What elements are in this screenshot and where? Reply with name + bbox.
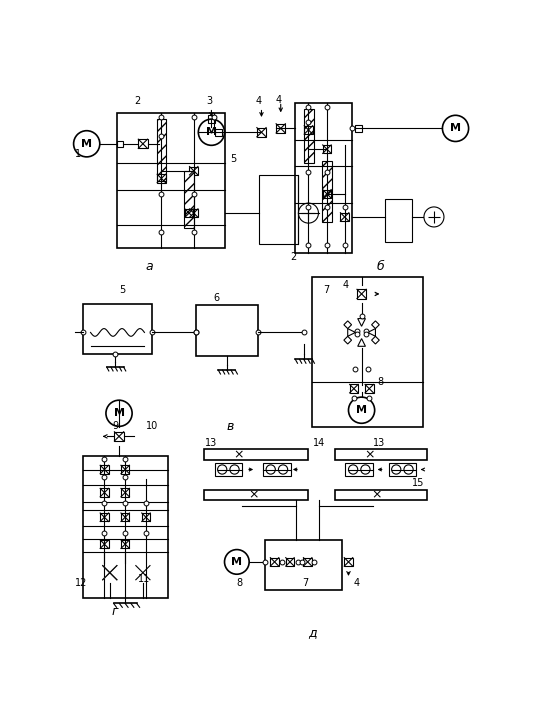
Bar [117, 113, 225, 248]
Bar [335, 490, 427, 500]
Text: 7: 7 [302, 578, 308, 588]
Bar [121, 488, 129, 497]
Bar [340, 213, 349, 221]
Bar [388, 463, 416, 475]
Bar [114, 432, 124, 441]
Text: д: д [308, 626, 316, 640]
Bar [312, 277, 423, 427]
Text: ×: × [233, 448, 243, 461]
Text: 4: 4 [255, 97, 261, 106]
Text: 5: 5 [119, 285, 126, 295]
Bar [121, 513, 129, 521]
Bar [322, 189, 331, 198]
Polygon shape [372, 321, 379, 328]
Text: б: б [377, 260, 385, 273]
Text: 1: 1 [75, 149, 81, 158]
Text: 5: 5 [230, 154, 237, 164]
Bar [196, 305, 258, 356]
Bar [365, 384, 373, 393]
Text: 4: 4 [342, 280, 348, 290]
Text: 3: 3 [206, 97, 212, 106]
Polygon shape [348, 328, 355, 336]
Bar [121, 540, 129, 549]
Bar [344, 558, 353, 566]
Bar [263, 463, 291, 475]
Bar [100, 465, 109, 474]
Bar [355, 125, 362, 132]
Bar [335, 450, 427, 460]
Text: ×: × [372, 488, 382, 501]
Text: M: M [232, 557, 242, 567]
Text: ×: × [364, 448, 374, 461]
Bar [385, 199, 412, 242]
Bar [208, 115, 215, 123]
Text: 10: 10 [146, 422, 158, 432]
Bar [286, 558, 294, 566]
Bar [83, 304, 152, 354]
Text: 4: 4 [275, 95, 281, 105]
Bar [100, 513, 109, 521]
Text: ×: × [248, 488, 259, 501]
Polygon shape [358, 338, 365, 346]
Bar [121, 465, 129, 474]
Bar [265, 541, 342, 590]
Bar [257, 128, 266, 137]
Polygon shape [344, 336, 352, 344]
Bar [189, 209, 198, 217]
Text: M: M [356, 405, 367, 415]
Bar [304, 125, 313, 134]
Bar [157, 174, 166, 183]
Bar [117, 141, 123, 147]
Text: 15: 15 [412, 478, 424, 488]
Text: г: г [111, 605, 118, 619]
Bar [83, 455, 168, 598]
Bar [349, 384, 358, 393]
Text: а: а [146, 260, 154, 273]
Bar [138, 139, 148, 148]
Text: 2: 2 [134, 97, 141, 106]
Text: M: M [81, 139, 92, 149]
Bar [322, 161, 332, 222]
Bar [259, 175, 298, 244]
Bar [304, 109, 314, 163]
Text: M: M [450, 123, 461, 133]
Text: 12: 12 [75, 578, 88, 588]
Polygon shape [368, 328, 375, 336]
Text: 13: 13 [205, 438, 217, 448]
Bar [295, 103, 352, 253]
Bar [189, 166, 198, 175]
Bar [357, 290, 366, 298]
Bar [204, 490, 308, 500]
Text: 6: 6 [214, 293, 220, 303]
Bar [100, 540, 109, 549]
Text: M: M [206, 127, 217, 137]
Text: 7: 7 [323, 285, 329, 295]
Text: 9: 9 [113, 422, 119, 432]
Bar [215, 463, 242, 475]
Bar [276, 124, 285, 133]
Bar [345, 463, 373, 475]
Text: 4: 4 [353, 578, 359, 588]
Bar [185, 209, 193, 217]
Text: 11: 11 [138, 574, 150, 584]
Text: в: в [227, 420, 234, 433]
Text: 14: 14 [313, 438, 325, 448]
Text: 13: 13 [373, 438, 385, 448]
Bar [304, 558, 312, 566]
Polygon shape [344, 321, 352, 328]
Bar [322, 145, 331, 153]
Polygon shape [372, 336, 379, 344]
Text: 8: 8 [377, 377, 383, 387]
Bar [184, 171, 194, 229]
Bar [204, 450, 308, 460]
Text: 2: 2 [291, 252, 297, 262]
Bar [142, 513, 150, 521]
Bar [215, 129, 222, 136]
Polygon shape [358, 318, 365, 326]
Bar [157, 119, 166, 181]
Bar [270, 558, 279, 566]
Text: M: M [114, 408, 124, 418]
Bar [100, 488, 109, 497]
Text: 8: 8 [236, 578, 242, 588]
